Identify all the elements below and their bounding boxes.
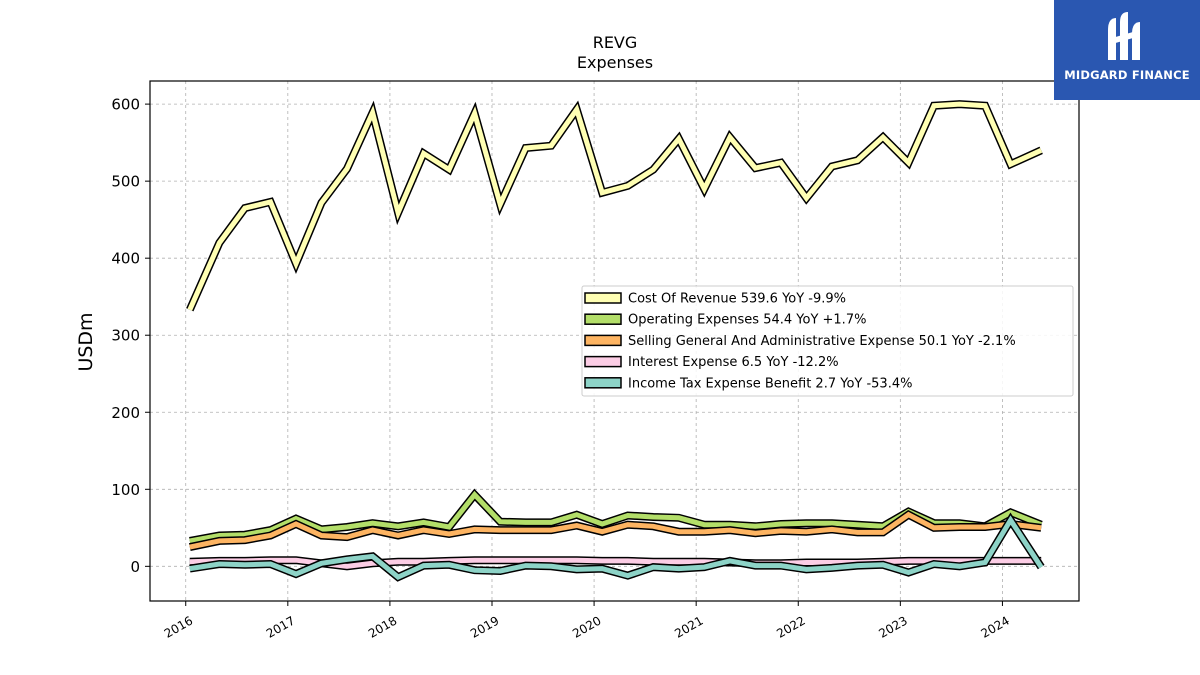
legend-swatch xyxy=(584,377,622,389)
chart-title: REVG xyxy=(593,33,638,52)
y-axis-label: USDm xyxy=(75,312,97,371)
midgard-logo-icon xyxy=(1108,12,1140,60)
legend-swatch xyxy=(584,292,622,304)
y-tick-label: 100 xyxy=(111,481,140,499)
legend-swatch xyxy=(584,313,622,325)
legend-box xyxy=(581,285,1074,397)
chart-subtitle: Expenses xyxy=(577,53,653,72)
x-tick-label: 2020 xyxy=(570,613,603,640)
x-tick-label: 2019 xyxy=(468,613,501,640)
legend-entry: Selling General And Administrative Expen… xyxy=(628,334,1016,349)
series-cost-of-revenue xyxy=(186,100,1043,312)
x-tick-label: 2023 xyxy=(876,613,909,640)
series-layer xyxy=(186,100,1045,582)
series-income-tax-expense-benefit xyxy=(189,512,1045,582)
series-selling-general-and-administrative-expense xyxy=(188,510,1042,552)
legend: Cost Of Revenue 539.6 YoY -9.9% Operating… xyxy=(581,285,1074,397)
x-tick-label: 2024 xyxy=(978,613,1011,640)
y-tick-label: 500 xyxy=(111,173,140,191)
y-tick-label: 200 xyxy=(111,404,140,422)
x-axis-ticks: 2016 2017 2018 2019 2020 2021 2022 2023 2024 xyxy=(162,601,1012,641)
brand-name: MIDGARD FINANCE xyxy=(1064,68,1190,82)
x-tick-label: 2018 xyxy=(366,613,399,640)
legend-entry: Cost Of Revenue 539.6 YoY -9.9% xyxy=(628,292,846,307)
legend-entry: Interest Expense 6.5 YoY -12.2% xyxy=(628,355,839,370)
y-axis-ticks: 0 100 200 300 400 500 600 xyxy=(111,96,150,576)
series-line xyxy=(187,101,1043,311)
x-tick-label: 2022 xyxy=(774,613,807,640)
x-tick-label: 2016 xyxy=(162,613,195,640)
plot-frame xyxy=(149,80,1080,602)
brand-logo: MIDGARD FINANCE xyxy=(1054,0,1200,100)
x-tick-label: 2021 xyxy=(672,613,705,640)
legend-swatch xyxy=(584,334,622,347)
legend-entry: Income Tax Expense Benefit 2.7 YoY -53.4… xyxy=(628,376,912,391)
legend-entry: Operating Expenses 54.4 YoY +1.7% xyxy=(628,313,866,328)
y-tick-label: 300 xyxy=(111,327,140,345)
x-tick-label: 2017 xyxy=(264,613,297,640)
y-tick-label: 0 xyxy=(130,558,140,576)
y-tick-label: 600 xyxy=(111,96,140,114)
legend-swatch xyxy=(584,355,622,368)
y-tick-label: 400 xyxy=(111,250,140,268)
series-line xyxy=(189,511,1042,550)
series-line xyxy=(189,515,1044,581)
